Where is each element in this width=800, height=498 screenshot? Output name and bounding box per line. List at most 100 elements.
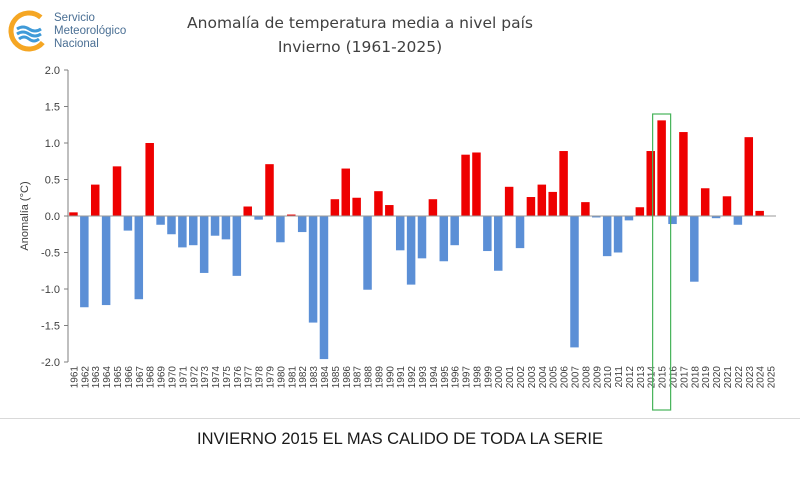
x-tick-label: 1978 <box>255 366 266 389</box>
divider <box>0 418 800 419</box>
x-tick-label: 1975 <box>222 366 233 389</box>
temperature-anomaly-chart: -2.0 -1.5 -1.0 -0.5 0.0 0.5 1.0 1.5 2.0 Anomalía … <box>19 65 778 411</box>
x-tick-label: 2015 <box>658 366 669 389</box>
logo-line-1: Servicio <box>54 11 95 24</box>
x-tick-label: 2024 <box>756 366 767 389</box>
bar-1976 <box>232 216 242 276</box>
x-tick-label: 2020 <box>712 366 723 389</box>
x-tick-label: 1997 <box>462 366 473 389</box>
bar-1969 <box>156 216 165 225</box>
x-tick-label: 2025 <box>767 366 778 389</box>
bar-2021 <box>722 196 732 216</box>
bar-1988 <box>363 216 372 290</box>
x-tick-label: 2022 <box>734 366 745 389</box>
bar-2008 <box>581 202 590 216</box>
x-tick-label: 2005 <box>549 366 560 389</box>
bar-1982 <box>297 216 307 233</box>
bar-2005 <box>548 191 557 216</box>
logo-line-3: Nacional <box>54 37 99 50</box>
bar-1999 <box>483 216 492 252</box>
x-tick-label: 2007 <box>570 366 581 389</box>
y-tick-label: -2.0 <box>41 357 60 369</box>
bar-1964 <box>101 216 111 306</box>
bar-1963 <box>90 184 100 216</box>
x-tick-label: 1999 <box>483 366 494 389</box>
x-tick-label: 2016 <box>669 366 680 389</box>
bar-1978 <box>254 216 263 220</box>
bar-1995 <box>439 216 449 262</box>
x-tick-label: 2002 <box>516 366 527 389</box>
y-tick-label: 2.0 <box>45 65 60 77</box>
bar-2000 <box>493 216 503 271</box>
x-tick-label: 2018 <box>690 366 701 389</box>
x-tick-label: 1963 <box>91 366 102 389</box>
bar-1986 <box>341 168 351 216</box>
bar-1993 <box>417 216 427 259</box>
bar-2023 <box>744 137 754 216</box>
y-tick-label: 0.0 <box>45 211 60 223</box>
x-tick-label: 1969 <box>157 366 168 389</box>
bar-1991 <box>395 216 405 251</box>
x-tick-label: 2001 <box>505 366 516 389</box>
bar-1985 <box>330 199 340 216</box>
x-tick-label: 1977 <box>244 366 255 389</box>
bar-2024 <box>755 210 764 216</box>
y-tick-label: -0.5 <box>41 248 60 260</box>
x-tick-label: 2017 <box>679 366 690 389</box>
x-tick-label: 2012 <box>625 366 636 389</box>
bar-2007 <box>570 216 579 348</box>
bar-1970 <box>167 216 176 235</box>
bar-1979 <box>265 164 274 216</box>
x-tick-label: 1983 <box>309 366 320 389</box>
x-tick-label: 1968 <box>146 366 157 389</box>
bar-2019 <box>700 188 710 216</box>
bar-2020 <box>711 216 721 219</box>
x-tick-label: 1974 <box>211 366 222 389</box>
x-tick-label: 1993 <box>418 366 429 389</box>
bar-1962 <box>80 216 89 308</box>
bar-1973 <box>199 216 209 273</box>
bar-1994 <box>428 199 438 216</box>
x-tick-label: 1961 <box>69 366 80 389</box>
x-tick-label: 1972 <box>189 366 200 389</box>
x-tick-label: 1996 <box>451 366 462 389</box>
x-tick-label: 1992 <box>407 366 418 389</box>
x-tick-label: 1990 <box>385 366 396 389</box>
y-tick-label: 0.5 <box>45 175 60 187</box>
bar-1965 <box>112 166 122 216</box>
bar-1975 <box>221 216 231 240</box>
bar-2012 <box>624 216 634 221</box>
bar-2009 <box>592 216 601 218</box>
x-tick-label: 2010 <box>603 366 614 389</box>
bar-2010 <box>602 216 612 257</box>
x-tick-label: 1981 <box>287 366 298 389</box>
x-tick-label: 2023 <box>745 366 756 389</box>
bar-1967 <box>134 216 144 300</box>
x-tick-label: 1973 <box>200 366 211 389</box>
bar-1961 <box>69 212 78 216</box>
y-tick-label: 1.5 <box>45 102 60 114</box>
bar-2022 <box>733 216 743 225</box>
x-tick-label: 1980 <box>276 366 287 389</box>
bar-2001 <box>504 186 514 216</box>
bar-2018 <box>690 216 699 282</box>
bar-1992 <box>406 216 416 285</box>
bar-1977 <box>243 206 252 216</box>
caption: INVIERNO 2015 EL MAS CALIDO DE TODA LA S… <box>197 430 603 448</box>
x-tick-label: 2008 <box>581 366 592 389</box>
x-tick-label: 1989 <box>374 366 385 389</box>
x-tick-label: 1987 <box>353 366 364 389</box>
x-tick-label: 1965 <box>113 366 124 389</box>
bar-1983 <box>308 216 318 323</box>
y-tick-label: -1.5 <box>41 321 60 333</box>
x-tick-label: 2021 <box>723 366 734 389</box>
bar-2014 <box>646 151 655 216</box>
bar-1980 <box>276 216 285 243</box>
x-tick-label: 1984 <box>320 366 331 389</box>
y-tick-label: -1.0 <box>41 284 60 296</box>
x-tick-label: 1970 <box>167 366 178 389</box>
bar-1998 <box>472 152 481 216</box>
bar-1997 <box>461 154 470 216</box>
bar-1990 <box>385 205 394 216</box>
bar-1968 <box>145 143 154 216</box>
